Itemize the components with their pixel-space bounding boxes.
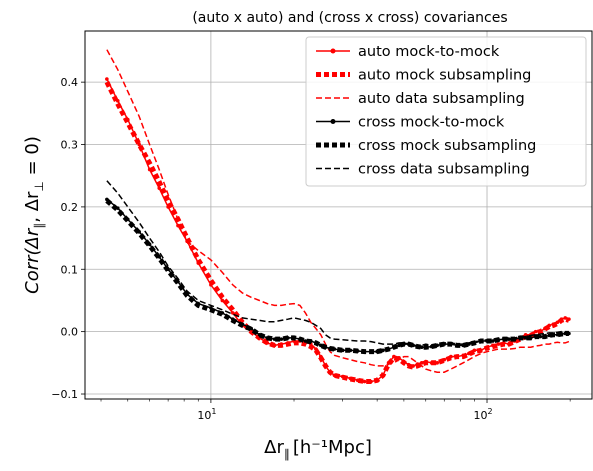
- x-axis-label-sub: ∥: [284, 447, 290, 461]
- x-axis-label: Δr∥ [h⁻¹Mpc]: [264, 437, 372, 461]
- series-point-3: [491, 339, 495, 343]
- y-axis-label-sub1: ∥: [32, 223, 46, 229]
- x-axis-label-main: Δr: [264, 437, 284, 458]
- series-point-0: [137, 142, 142, 147]
- legend-label: auto mock subsampling: [358, 68, 531, 84]
- legend-label: cross data subsampling: [358, 162, 530, 178]
- legend-swatch-dot: [330, 119, 336, 124]
- chart-title: (auto x auto) and (cross x cross) covari…: [192, 10, 507, 26]
- legend-label: auto mock-to-mock: [358, 44, 500, 60]
- y-axis-label-end: = 0): [22, 136, 43, 181]
- series-point-0: [157, 186, 162, 190]
- y-axis-label-mid: , Δr: [22, 191, 43, 223]
- plot-area: [104, 49, 571, 384]
- x-axis: 101 102: [100, 399, 571, 422]
- series-point-0: [435, 361, 439, 365]
- x-tick-label: 102: [473, 407, 492, 422]
- y-axis-label-sub2: ⊥: [32, 181, 46, 191]
- series-point-0: [362, 379, 367, 384]
- y-tick-label: 0.0: [61, 326, 79, 339]
- series-point-0: [555, 320, 560, 325]
- series-point-3: [279, 337, 284, 341]
- y-tick-label: 0.4: [61, 76, 79, 89]
- series-point-3: [419, 345, 424, 350]
- series-point-0: [496, 342, 501, 346]
- y-tick-label: 0.1: [61, 263, 79, 276]
- y-axis-label-main: Corr(Δr: [22, 227, 43, 294]
- legend-swatch-dot: [330, 48, 336, 54]
- y-tick-label: −0.1: [51, 388, 78, 401]
- legend-box: [305, 36, 587, 187]
- series-point-3: [397, 343, 401, 348]
- series-point-0: [563, 316, 568, 320]
- series-point-0: [533, 329, 538, 334]
- legend-label: auto data subsampling: [358, 91, 525, 107]
- series-point-0: [105, 77, 109, 81]
- series-line-4: [105, 198, 569, 355]
- series-point-0: [419, 361, 424, 365]
- series-line-5: [106, 180, 569, 347]
- x-axis-label-unit: [h⁻¹Mpc]: [293, 437, 372, 458]
- series-point-3: [538, 334, 543, 339]
- series-point-3: [303, 339, 308, 343]
- y-tick-label: 0.3: [61, 139, 79, 152]
- legend-label: cross mock-to-mock: [358, 115, 505, 131]
- legend: auto mock-to-mock auto mock subsampling au…: [305, 36, 587, 187]
- y-tick-label: 0.2: [61, 201, 79, 214]
- legend-label: cross mock subsampling: [358, 138, 536, 154]
- series-line-2: [106, 49, 570, 373]
- x-tick-label: 101: [197, 407, 216, 422]
- y-axis-label: Corr(Δr∥, Δr⊥ = 0): [22, 136, 46, 294]
- plot-frame: [84, 30, 593, 400]
- y-axis: −0.1 0.0 0.1 0.2 0.3 0.4: [51, 76, 85, 401]
